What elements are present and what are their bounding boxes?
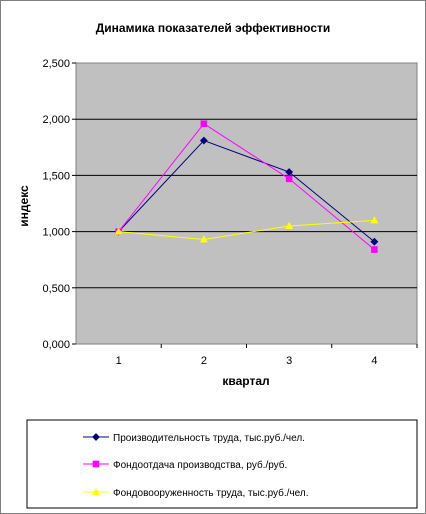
data-point <box>370 237 379 246</box>
legend-label: Производительность труда, тыс.руб./чел. <box>113 432 305 444</box>
series-3 <box>114 216 379 243</box>
legend: Производительность труда, тыс.руб./чел. Ф… <box>83 432 309 499</box>
legend-marker <box>91 487 101 496</box>
series-layer <box>114 120 379 253</box>
y-tick-label: 0,500 <box>42 283 70 295</box>
legend-item: Производительность труда, тыс.руб./чел. <box>83 432 305 444</box>
data-point <box>199 235 208 243</box>
data-point <box>199 136 208 145</box>
y-tick-label: 2,000 <box>42 114 70 126</box>
data-point <box>114 227 123 235</box>
chart-title: Динамика показателей эффективности <box>96 21 331 35</box>
data-point <box>285 221 294 230</box>
data-point <box>370 216 379 224</box>
y-tick-label: 0,000 <box>42 339 70 351</box>
y-axis: 0,000 0,500 1,000 1,500 2,000 2,500 <box>42 58 76 351</box>
y-tick-label: 1,500 <box>42 170 70 182</box>
data-point <box>200 120 208 127</box>
x-tick-label: 2 <box>201 355 207 367</box>
legend-label: Фондовооруженность труда, тыс.руб./чел. <box>113 487 309 499</box>
series-line <box>118 219 375 240</box>
x-tick-label: 1 <box>116 355 122 367</box>
legend-item: Фондовооруженность труда, тыс.руб./чел. <box>83 487 309 499</box>
legend-marker <box>92 460 100 468</box>
legend-label: Фондоотдача производства, руб./руб. <box>113 459 287 471</box>
y-tick-label: 2,500 <box>42 58 70 70</box>
legend-marker <box>92 433 100 441</box>
y-axis-title: индекс <box>17 185 31 227</box>
data-point <box>285 175 293 183</box>
series-line <box>118 139 375 243</box>
x-tick-label: 3 <box>286 355 292 367</box>
series-line <box>118 123 375 250</box>
x-axis-title: квартал <box>222 374 269 388</box>
x-tick-label: 4 <box>371 355 377 367</box>
x-axis: 1 2 3 4 <box>116 344 418 367</box>
data-point <box>285 168 294 176</box>
grid-lines <box>76 118 417 289</box>
data-point <box>371 246 378 253</box>
plot-area <box>75 62 418 345</box>
y-tick-label: 1,000 <box>42 227 70 239</box>
legend-item: Фондоотдача производства, руб./руб. <box>83 459 287 471</box>
